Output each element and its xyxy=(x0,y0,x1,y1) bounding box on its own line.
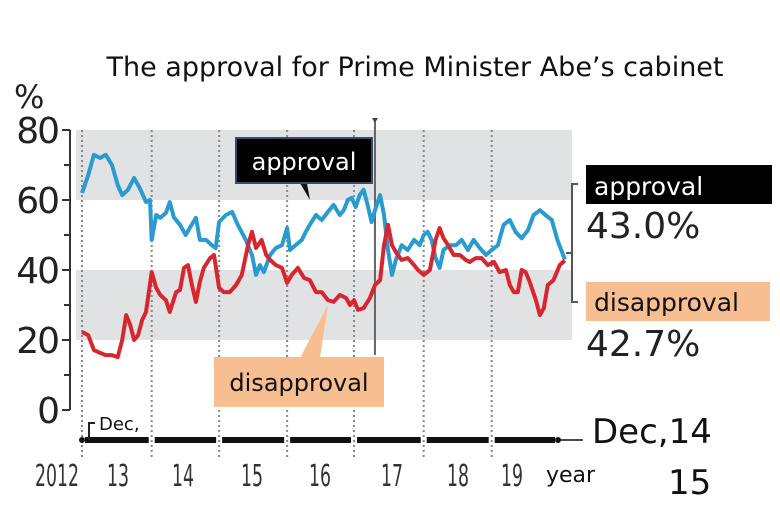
y-tick-label: 40 xyxy=(16,251,58,292)
latest-approval-label: approval xyxy=(594,172,703,201)
latest-approval-box xyxy=(586,165,772,204)
end-date-label-line2: 15 xyxy=(668,463,711,503)
disapproval-callout-box xyxy=(214,357,384,407)
marker-tip-icon xyxy=(371,118,378,123)
x-axis-start-dot xyxy=(79,437,85,443)
latest-disapproval-box xyxy=(586,282,770,321)
disapproval-callout-pointer xyxy=(300,305,328,358)
start-bracket xyxy=(88,422,95,440)
y-axis: 0 20 40 60 80 xyxy=(16,111,71,432)
disapproval-callout: disapproval xyxy=(214,305,384,407)
y-tick-label: 60 xyxy=(16,181,58,222)
x-axis-unit-label: year xyxy=(546,463,596,488)
latest-disapproval-value: 42.7% xyxy=(586,324,700,365)
x-tick-label: 14 xyxy=(172,459,194,494)
latest-approval-value: 43.0% xyxy=(586,206,700,247)
approval-callout: approval xyxy=(235,137,373,200)
start-date-label: Dec, xyxy=(99,414,140,435)
series-line-approval xyxy=(80,152,567,277)
x-tick-label: 18 xyxy=(447,459,469,494)
y-tick-label: 80 xyxy=(16,111,58,152)
approval-callout-text: approval xyxy=(252,148,357,176)
x-tick-label: 16 xyxy=(309,459,331,494)
x-axis-year-segment xyxy=(154,437,217,443)
x-tick-label: 13 xyxy=(107,459,129,494)
disapproval-callout-text: disapproval xyxy=(229,369,368,397)
series-lines xyxy=(80,152,567,360)
x-axis-year-segment xyxy=(85,437,149,443)
x-axis-year-segment xyxy=(426,437,489,443)
approval-callout-box xyxy=(235,137,373,184)
x-axis-year-segment xyxy=(290,437,351,443)
chart-title: The approval for Prime Minister Abe’s ca… xyxy=(105,52,723,83)
y-tick-label: 0 xyxy=(37,391,58,432)
latest-values-bracket xyxy=(566,183,578,303)
end-date-label-line1: Dec,14 xyxy=(592,412,712,452)
x-axis-year-segment xyxy=(494,437,555,443)
x-tick-label: 19 xyxy=(501,459,523,494)
x-tick-label: 2012 xyxy=(35,459,79,494)
x-axis-year-segment xyxy=(222,437,285,443)
x-tick-label: 17 xyxy=(381,459,403,494)
x-axis-year-segment xyxy=(357,437,421,443)
x-axis: 2012 13 14 15 16 17 18 19 xyxy=(35,437,583,494)
y-axis-unit-label: % xyxy=(14,78,43,116)
series-line-disapproval xyxy=(81,222,567,360)
latest-disapproval-label: disapproval xyxy=(594,288,739,317)
y-tick-label: 20 xyxy=(16,321,58,362)
x-tick-label: 15 xyxy=(241,459,263,494)
